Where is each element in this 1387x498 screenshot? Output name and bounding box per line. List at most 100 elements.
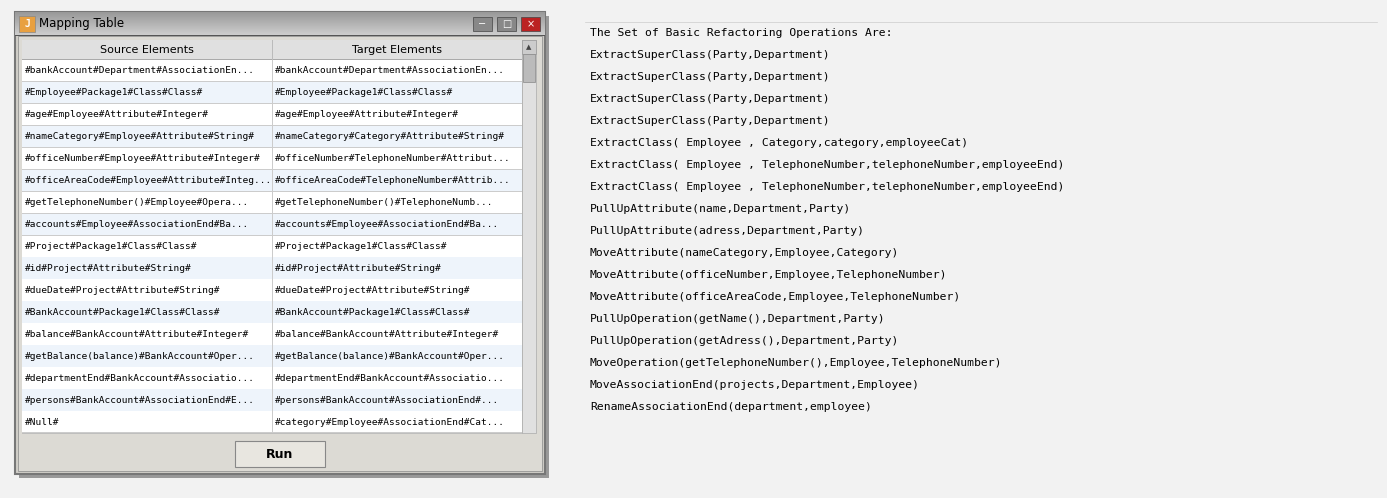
Bar (15, 33, 545, 34)
Text: ExtractSuperClass(Party,Department): ExtractSuperClass(Party,Department) (589, 94, 831, 104)
Text: #age#Employee#Attribute#Integer#: #age#Employee#Attribute#Integer# (25, 111, 209, 120)
Bar (22, 125, 522, 126)
Bar (22, 301, 522, 323)
Text: #Employee#Package1#Class#Class#: #Employee#Package1#Class#Class# (275, 89, 454, 98)
Text: The Set of Basic Refactoring Operations Are:: The Set of Basic Refactoring Operations … (589, 28, 892, 38)
Text: #getTelephoneNumber()#TelephoneNumb...: #getTelephoneNumber()#TelephoneNumb... (275, 198, 494, 207)
Text: MoveAttribute(nameCategory,Employee,Category): MoveAttribute(nameCategory,Employee,Cate… (589, 248, 899, 258)
Bar (497, 17, 516, 31)
Text: Target Elements: Target Elements (352, 45, 442, 55)
Bar (523, 54, 535, 82)
Bar (22, 169, 522, 170)
Text: #category#Employee#AssociationEnd#Cat...: #category#Employee#AssociationEnd#Cat... (275, 417, 505, 426)
Bar (15, 32, 545, 33)
Bar (22, 170, 522, 192)
Bar (15, 25, 545, 26)
Text: #officeAreaCode#TelephoneNumber#Attrib...: #officeAreaCode#TelephoneNumber#Attrib..… (275, 176, 510, 185)
Text: J: J (24, 19, 31, 29)
Bar (15, 29, 545, 30)
Text: #departmentEnd#BankAccount#Associatio...: #departmentEnd#BankAccount#Associatio... (25, 374, 255, 382)
Bar (22, 389, 522, 411)
Bar (15, 23, 545, 24)
Text: MoveOperation(getTelephoneNumber(),Employee,TelephoneNumber): MoveOperation(getTelephoneNumber(),Emplo… (589, 358, 1003, 368)
Bar (19, 16, 549, 478)
Bar (22, 104, 522, 126)
Text: #persons#BankAccount#AssociationEnd#...: #persons#BankAccount#AssociationEnd#... (275, 395, 499, 404)
Bar (15, 35, 545, 36)
Bar (22, 411, 522, 433)
Bar (22, 236, 522, 257)
Bar (22, 40, 522, 60)
Bar (22, 82, 522, 104)
Bar (522, 17, 540, 31)
Text: ExtractSuperClass(Party,Department): ExtractSuperClass(Party,Department) (589, 116, 831, 126)
Text: #Employee#Package1#Class#Class#: #Employee#Package1#Class#Class# (25, 89, 204, 98)
Text: MoveAttribute(officeNumber,Employee,TelephoneNumber): MoveAttribute(officeNumber,Employee,Tele… (589, 270, 947, 280)
Bar (15, 20, 545, 21)
Text: −: − (479, 19, 487, 29)
Bar (22, 59, 522, 60)
Bar (22, 279, 522, 301)
Bar (22, 192, 522, 214)
Bar (522, 40, 535, 54)
Text: #persons#BankAccount#AssociationEnd#E...: #persons#BankAccount#AssociationEnd#E... (25, 395, 255, 404)
Bar (15, 22, 545, 23)
Text: #BankAccount#Package1#Class#Class#: #BankAccount#Package1#Class#Class# (275, 308, 470, 317)
Text: #BankAccount#Package1#Class#Class#: #BankAccount#Package1#Class#Class# (25, 308, 221, 317)
Bar (15, 16, 545, 17)
Text: #officeNumber#Employee#Attribute#Integer#: #officeNumber#Employee#Attribute#Integer… (25, 154, 261, 163)
Bar (22, 410, 522, 411)
Bar (15, 18, 545, 19)
Text: #bankAccount#Department#AssociationEn...: #bankAccount#Department#AssociationEn... (275, 66, 505, 76)
Text: ExtractClass( Employee , TelephoneNumber,telephoneNumber,employeeEnd): ExtractClass( Employee , TelephoneNumber… (589, 160, 1064, 170)
Text: #dueDate#Project#Attribute#String#: #dueDate#Project#Attribute#String# (275, 286, 470, 295)
Text: #nameCategory#Category#Attribute#String#: #nameCategory#Category#Attribute#String# (275, 132, 505, 141)
Bar (15, 12, 545, 13)
Bar (22, 126, 522, 148)
Text: #balance#BankAccount#Attribute#Integer#: #balance#BankAccount#Attribute#Integer# (25, 330, 250, 339)
Bar (15, 26, 545, 27)
Bar (522, 40, 535, 433)
Text: #id#Project#Attribute#String#: #id#Project#Attribute#String# (25, 264, 191, 273)
Text: PullUpAttribute(adress,Department,Party): PullUpAttribute(adress,Department,Party) (589, 226, 865, 236)
Bar (22, 257, 522, 279)
Bar (22, 432, 522, 433)
Text: #departmentEnd#BankAccount#Associatio...: #departmentEnd#BankAccount#Associatio... (275, 374, 505, 382)
Bar (15, 19, 545, 20)
Bar (22, 40, 522, 433)
Bar (15, 24, 545, 25)
Text: #bankAccount#Department#AssociationEn...: #bankAccount#Department#AssociationEn... (25, 66, 255, 76)
Bar (15, 30, 545, 31)
Bar (22, 213, 522, 214)
Bar (15, 28, 545, 29)
Text: #accounts#Employee#AssociationEnd#Ba...: #accounts#Employee#AssociationEnd#Ba... (275, 220, 499, 229)
Bar (234, 441, 325, 467)
Bar (22, 214, 522, 236)
Text: ExtractSuperClass(Party,Department): ExtractSuperClass(Party,Department) (589, 72, 831, 82)
Text: #getBalance(balance)#BankAccount#Oper...: #getBalance(balance)#BankAccount#Oper... (275, 352, 505, 361)
Bar (473, 17, 492, 31)
Bar (15, 21, 545, 22)
Bar (15, 34, 545, 35)
Bar (15, 14, 545, 15)
Bar (15, 12, 545, 474)
Text: #Null#: #Null# (25, 417, 60, 426)
Text: #Project#Package1#Class#Class#: #Project#Package1#Class#Class# (25, 242, 197, 251)
Text: #getBalance(balance)#BankAccount#Oper...: #getBalance(balance)#BankAccount#Oper... (25, 352, 255, 361)
Bar (15, 17, 545, 18)
Text: #id#Project#Attribute#String#: #id#Project#Attribute#String# (275, 264, 441, 273)
Text: #age#Employee#Attribute#Integer#: #age#Employee#Attribute#Integer# (275, 111, 459, 120)
Text: #balance#BankAccount#Attribute#Integer#: #balance#BankAccount#Attribute#Integer# (275, 330, 499, 339)
Bar (22, 323, 522, 345)
Text: MoveAttribute(officeAreaCode,Employee,TelephoneNumber): MoveAttribute(officeAreaCode,Employee,Te… (589, 292, 961, 302)
Text: #Project#Package1#Class#Class#: #Project#Package1#Class#Class# (275, 242, 448, 251)
Text: #nameCategory#Employee#Attribute#String#: #nameCategory#Employee#Attribute#String# (25, 132, 255, 141)
Text: ExtractSuperClass(Party,Department): ExtractSuperClass(Party,Department) (589, 50, 831, 60)
Text: Source Elements: Source Elements (100, 45, 194, 55)
Text: PullUpOperation(getName(),Department,Party): PullUpOperation(getName(),Department,Par… (589, 314, 886, 324)
Text: PullUpAttribute(name,Department,Party): PullUpAttribute(name,Department,Party) (589, 204, 852, 214)
Text: #officeAreaCode#Employee#Attribute#Integ...: #officeAreaCode#Employee#Attribute#Integ… (25, 176, 272, 185)
Text: #getTelephoneNumber()#Employee#Opera...: #getTelephoneNumber()#Employee#Opera... (25, 198, 250, 207)
Bar (22, 60, 522, 82)
Text: ExtractClass( Employee , Category,category,employeeCat): ExtractClass( Employee , Category,catego… (589, 138, 968, 148)
